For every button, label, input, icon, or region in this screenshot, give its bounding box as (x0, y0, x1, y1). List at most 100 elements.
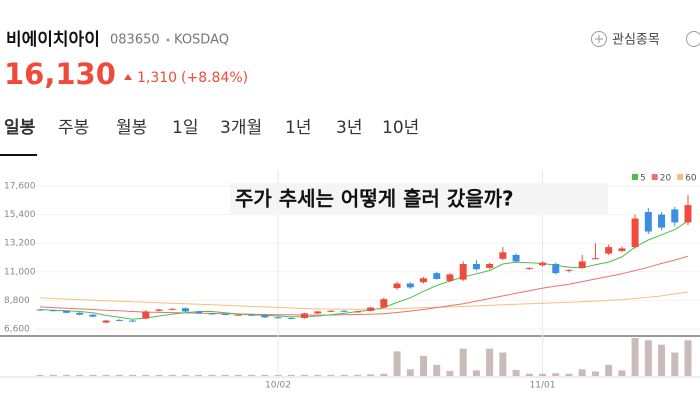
volume-bar (658, 344, 666, 376)
tab[interactable]: 주봉 (58, 118, 89, 138)
plus-icon (591, 31, 607, 47)
annotation-box (230, 183, 608, 215)
legend-label: 20 (660, 174, 672, 184)
volume-bar (499, 352, 507, 376)
candle-body (168, 308, 176, 310)
volume-bar (155, 374, 163, 376)
candle-body (221, 314, 229, 316)
candle-body (142, 311, 150, 319)
volume-bar (644, 340, 652, 376)
volume-bar (618, 370, 626, 376)
volume-bar (539, 373, 547, 376)
volume-bar (433, 364, 441, 376)
volume-bar (486, 348, 494, 376)
candle-body (539, 262, 547, 266)
volume-bar (261, 374, 269, 376)
candle-body (631, 218, 639, 248)
volume-bar (142, 374, 150, 376)
candle-body (353, 311, 361, 313)
volume-bar (168, 374, 176, 376)
market: KOSDAQ (174, 33, 229, 48)
volume-bar (221, 374, 229, 376)
candle-body (472, 264, 480, 270)
tab[interactable]: 1년 (285, 118, 311, 138)
x-tick-label: 10/02 (265, 381, 291, 391)
price-change: 1,310 (137, 70, 177, 86)
legend-swatch (632, 174, 638, 180)
candle-body (684, 205, 692, 223)
up-arrow (124, 74, 132, 80)
candle-body (340, 310, 348, 312)
candle-body (618, 248, 626, 252)
candle-body (327, 310, 335, 312)
candle-body (380, 299, 388, 308)
candle-body (512, 254, 520, 262)
candle-body (155, 309, 163, 311)
volume-bar (287, 374, 295, 376)
volume-bar (605, 364, 613, 376)
candle-body (367, 307, 375, 311)
candle-body (552, 264, 560, 274)
candle-body (658, 214, 666, 228)
candle-body (671, 209, 679, 223)
volume-bar (552, 373, 560, 376)
tab[interactable]: 10년 (382, 118, 419, 138)
volume-bar (208, 374, 216, 376)
chart: 6,600 8,800 11,000 13,200 15,400 17,600 10/02 1… (0, 170, 700, 391)
volume-bar (300, 374, 308, 376)
volume-bar (314, 374, 322, 376)
tab[interactable]: 3개월 (220, 118, 262, 138)
candle-body (406, 283, 414, 288)
y-tick-label: 17,600 (4, 181, 36, 191)
candle-body (446, 274, 454, 281)
volume-bar (340, 374, 348, 376)
tab[interactable]: 일봉 (4, 118, 36, 138)
volume-bar (380, 373, 388, 376)
watch-label: 관심종목 (612, 33, 660, 48)
tab[interactable]: 3년 (336, 118, 362, 138)
volume-bar (671, 352, 679, 376)
moving-average-line (39, 291, 689, 310)
volume-bar (459, 348, 467, 376)
volume-bar (578, 369, 586, 376)
candle-body (605, 247, 613, 254)
candle-body (420, 278, 428, 283)
volume-bar (631, 338, 639, 376)
y-tick-label: 8,800 (4, 296, 30, 306)
candle-body (591, 258, 599, 260)
tab[interactable]: 월봉 (116, 118, 147, 138)
price: 16,130 (4, 57, 116, 91)
candle-body (499, 252, 507, 259)
candle-body (208, 313, 216, 315)
watch-button[interactable]: 관심종목 (591, 31, 660, 48)
separator (166, 38, 170, 42)
y-tick-label: 15,400 (4, 210, 36, 220)
tab[interactable]: 1일 (172, 118, 198, 138)
y-tick-label: 13,200 (4, 239, 36, 249)
volume-bar (129, 374, 137, 376)
volume-bar (446, 370, 454, 376)
volume-bar (115, 374, 123, 376)
volume-bar (367, 374, 375, 376)
volume-bar (36, 374, 44, 376)
volume-bar (181, 374, 189, 376)
legend-swatch (651, 174, 658, 180)
period-tabs: 일봉 주봉 월봉 1일 3개월 1년 3년 10년 (4, 118, 419, 138)
legend-label: 5 (640, 174, 646, 184)
volume-bar (472, 370, 480, 376)
candle-body (459, 264, 467, 280)
y-tick-label: 11,000 (4, 267, 36, 277)
candle-body (300, 313, 308, 318)
candle-body (195, 311, 203, 314)
candle-body (248, 314, 256, 316)
moving-average-line (39, 255, 689, 316)
y-tick-label: 6,600 (4, 325, 30, 335)
more-button[interactable] (686, 31, 700, 47)
volume-bar (406, 369, 414, 376)
x-tick-label: 11/01 (530, 381, 556, 391)
volume-bar (62, 374, 70, 376)
candle-body (49, 310, 57, 312)
volume-bar (420, 355, 428, 376)
volume-bar (525, 373, 533, 376)
